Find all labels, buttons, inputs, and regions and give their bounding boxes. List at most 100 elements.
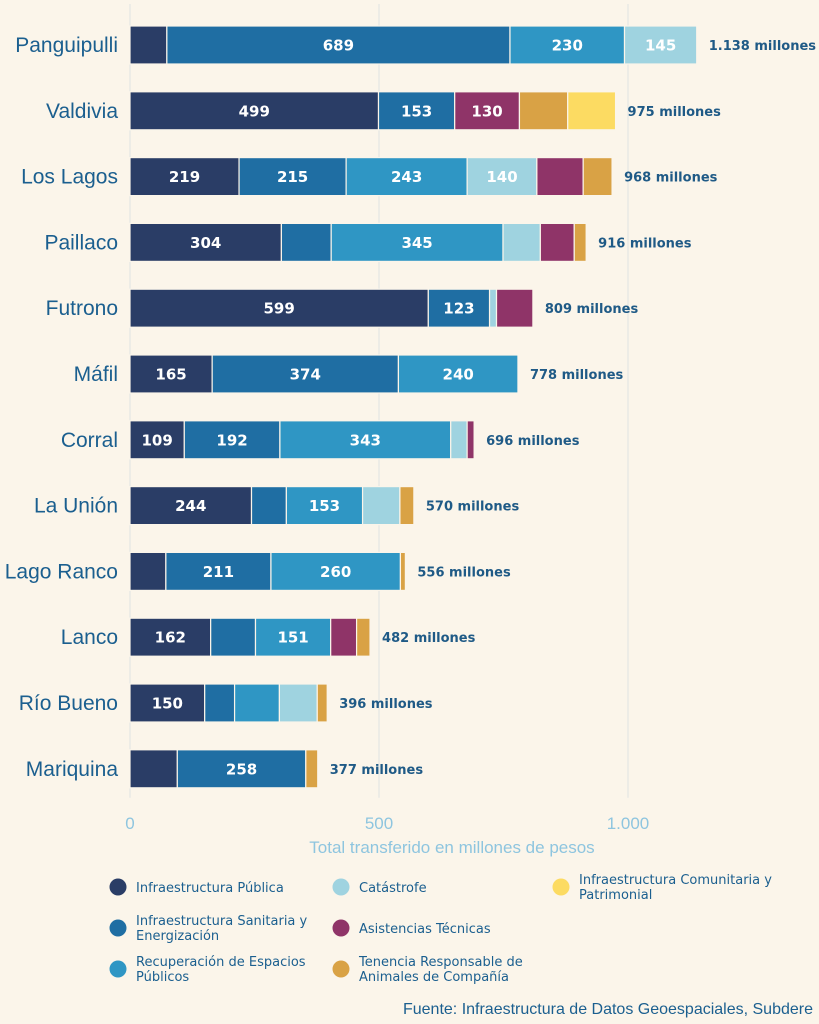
data-label: 215 (277, 168, 308, 186)
legend-label: Tenencia Responsable de Animales de Compa… (358, 955, 523, 985)
category-label-futrono: Futrono (46, 297, 118, 320)
data-label: 240 (443, 366, 474, 384)
data-label: 345 (401, 234, 432, 252)
data-label: 499 (239, 102, 270, 120)
bar-valdivia-asistencias-tecnicas (454, 91, 521, 131)
bar-los-lagos-infraestructura-sanitaria-y-energizacion (238, 157, 347, 197)
total-label-los-lagos: 968 millones (624, 171, 718, 186)
data-label: 258 (226, 760, 257, 778)
bar-panguipulli-infraestructura-sanitaria-y-energizacion (166, 25, 511, 65)
total-label-corral: 696 millones (486, 434, 580, 449)
data-label: 145 (645, 37, 676, 55)
bar-paillaco-catastrofe (502, 222, 541, 262)
legend-label: Infraestructura Sanitaria y Energización (136, 914, 308, 944)
bar-futrono-catastrofe (488, 288, 498, 328)
bar-lanco-recuperacion-de-espacios-publicos (254, 617, 332, 657)
total-label-valdivia: 975 millones (628, 105, 722, 120)
bar-paillaco-infraestructura-publica (129, 222, 282, 262)
category-label-mariquina: Mariquina (26, 758, 119, 781)
data-label: 165 (155, 366, 186, 384)
data-label: 304 (190, 234, 221, 252)
bar-futrono-asistencias-tecnicas (495, 288, 534, 328)
data-label: 130 (471, 102, 502, 120)
bar-lago-ranco-tenencia-responsable-de-animales-de-compania (399, 551, 406, 592)
bar-lanco-infraestructura-sanitaria-y-energizacion (210, 617, 257, 657)
bar-rio-bueno-infraestructura-sanitaria-y-energizacion (204, 683, 236, 723)
data-label: 243 (391, 168, 422, 186)
bar-corral-asistencias-tecnicas (466, 420, 475, 460)
legend-item-infraestructura-publica: Infraestructura Pública (109, 878, 284, 896)
bar-mariquina-tenencia-responsable-de-animales-de-compania (305, 749, 319, 789)
bar-panguipulli-recuperacion-de-espacios-publicos (509, 25, 626, 65)
bar-rio-bueno-tenencia-responsable-de-animales-de-compania (316, 683, 328, 723)
legend-swatch (109, 960, 127, 978)
bar-lanco-tenencia-responsable-de-animales-de-compania (355, 617, 371, 657)
total-label-mafil: 778 millones (530, 368, 624, 383)
data-label: 153 (401, 102, 432, 120)
total-label-lanco: 482 millones (382, 631, 476, 646)
data-label: 109 (141, 431, 172, 449)
x-tick-label: 500 (365, 814, 393, 833)
x-tick-label: 0 (125, 814, 134, 833)
legend-swatch (109, 919, 127, 937)
data-label: 689 (323, 37, 354, 55)
bar-los-lagos-asistencias-tecnicas (536, 157, 584, 197)
category-label-valdivia: Valdivia (46, 100, 118, 123)
category-label-panguipulli: Panguipulli (15, 34, 118, 57)
total-label-rio-bueno: 396 millones (339, 697, 433, 712)
bar-lago-ranco-recuperacion-de-espacios-publicos (270, 551, 402, 592)
legend-swatch (332, 960, 350, 978)
bar-corral-infraestructura-publica (129, 420, 185, 460)
data-label: 230 (552, 37, 583, 55)
legend-item-tenencia-responsable-de-animales-de-compania: Tenencia Responsable de Animales de Compa… (332, 955, 523, 985)
data-label: 219 (169, 168, 200, 186)
bar-mafil-infraestructura-publica (129, 354, 213, 394)
legend-item-catastrofe: Catástrofe (332, 878, 427, 896)
bar-corral-catastrofe (450, 420, 468, 460)
total-label-la-union: 570 millones (426, 500, 520, 515)
bar-mafil-infraestructura-sanitaria-y-energizacion (211, 354, 400, 394)
bar-panguipulli-infraestructura-publica (129, 25, 168, 65)
total-label-paillaco: 916 millones (598, 236, 692, 251)
bar-la-union-infraestructura-publica (129, 486, 253, 526)
category-label-lanco: Lanco (61, 626, 118, 649)
legend-label: Infraestructura Comunitaria y Patrimonial (579, 873, 772, 903)
bar-mafil-recuperacion-de-espacios-publicos (397, 354, 519, 394)
bar-corral-infraestructura-sanitaria-y-energizacion (183, 420, 281, 460)
data-label: 150 (152, 695, 183, 713)
bar-lanco-infraestructura-publica (129, 617, 212, 657)
legend-swatch (332, 919, 350, 937)
bar-futrono-infraestructura-publica (129, 288, 429, 328)
data-label: 192 (216, 431, 247, 449)
bar-valdivia-infraestructura-comunitaria-y-patrimonial (567, 91, 617, 131)
data-label: 162 (155, 629, 186, 647)
category-label-los-lagos: Los Lagos (21, 166, 118, 189)
bar-lanco-asistencias-tecnicas (330, 617, 358, 657)
category-labels: Panguipulli Valdivia Los Lagos Paillaco Futr… (5, 34, 119, 781)
total-label-panguipulli: 1.138 millones (709, 39, 817, 54)
data-label: 244 (175, 497, 206, 515)
legend-item-infraestructura-sanitaria-y-energizacion: Infraestructura Sanitaria y Energización (109, 914, 308, 944)
bar-la-union-recuperacion-de-espacios-publicos (285, 486, 364, 526)
data-label: 343 (350, 431, 381, 449)
legend-swatch (552, 878, 570, 896)
bar-panguipulli-catastrofe (623, 25, 698, 65)
source-note: Fuente: Infraestructura de Datos Geoespa… (403, 1001, 813, 1018)
x-axis-title: Total transferido en millones de pesos (309, 838, 594, 857)
legend-label: Asistencias Técnicas (359, 922, 491, 937)
legend-label: Recuperación de Espacios Públicos (136, 955, 306, 985)
data-label: 140 (486, 168, 517, 186)
bar-paillaco-tenencia-responsable-de-animales-de-compania (573, 222, 587, 262)
category-label-corral: Corral (61, 429, 118, 452)
category-label-paillaco: Paillaco (44, 231, 118, 254)
x-axis: 0 500 1.000 (125, 814, 649, 833)
bar-paillaco-asistencias-tecnicas (539, 222, 575, 262)
bar-rio-bueno-recuperacion-de-espacios-publicos (233, 683, 281, 723)
bars: 689 230 145 1.138 millones 499 153 130 975 mill… (129, 25, 817, 789)
data-label: 211 (203, 563, 234, 581)
legend-swatch (332, 878, 350, 896)
legend-item-recuperacion-de-espacios-publicos: Recuperación de Espacios Públicos (109, 955, 306, 985)
total-label-lago-ranco: 556 millones (417, 565, 511, 580)
bar-los-lagos-tenencia-responsable-de-animales-de-compania (582, 157, 613, 197)
